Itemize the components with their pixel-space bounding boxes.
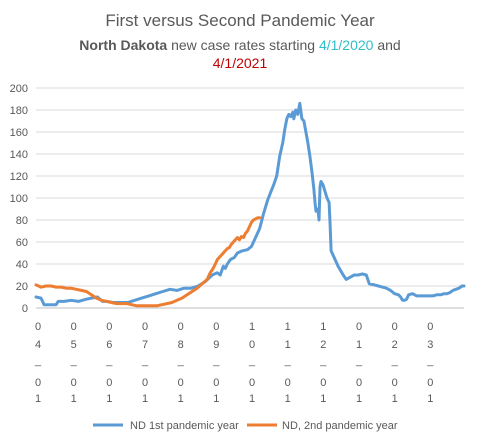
x-tick-label: 0 xyxy=(178,377,184,389)
y-tick-label: 0 xyxy=(22,303,28,315)
legend-label-1: ND 1st pandemic year xyxy=(130,420,239,432)
legend-label-2: ND, 2nd pandemic year xyxy=(282,420,398,432)
x-tick-label: 9 xyxy=(213,339,219,351)
x-tick-label: _ xyxy=(212,355,220,367)
y-tick-label: 140 xyxy=(10,149,28,161)
x-tick-label: 1 xyxy=(106,393,112,405)
x-tick-label: _ xyxy=(284,355,292,367)
axes: 02040608010012014016018020004_0105_0106_… xyxy=(10,83,464,405)
x-tick-label: 1 xyxy=(249,321,255,333)
x-tick-label: _ xyxy=(34,355,42,367)
x-tick-label: 0 xyxy=(356,377,362,389)
x-tick-label: 0 xyxy=(106,377,112,389)
x-tick-label: 6 xyxy=(106,339,112,351)
x-tick-label: _ xyxy=(248,355,256,367)
subtitle-date1: 4/1/2020 xyxy=(319,37,374,53)
x-tick-label: 5 xyxy=(71,339,77,351)
x-tick-label: 0 xyxy=(142,377,148,389)
series-lines xyxy=(34,101,466,308)
x-tick-label: 0 xyxy=(106,321,112,333)
x-tick-label: 1 xyxy=(285,321,291,333)
y-tick-label: 80 xyxy=(16,215,28,227)
y-tick-label: 20 xyxy=(16,281,28,293)
x-tick-label: 0 xyxy=(392,377,398,389)
y-tick-label: 120 xyxy=(10,171,28,183)
x-tick-label: 0 xyxy=(35,377,41,389)
x-tick-label: _ xyxy=(319,355,327,367)
x-tick-label: 0 xyxy=(213,321,219,333)
y-tick-label: 180 xyxy=(10,105,28,117)
x-tick-label: 0 xyxy=(249,377,255,389)
x-tick-label: 0 xyxy=(35,321,41,333)
x-tick-label: _ xyxy=(105,355,113,367)
x-tick-label: 0 xyxy=(178,321,184,333)
x-tick-label: 1 xyxy=(320,321,326,333)
x-tick-label: _ xyxy=(355,355,363,367)
x-tick-label: 0 xyxy=(213,377,219,389)
x-tick-label: 0 xyxy=(320,377,326,389)
gridlines xyxy=(36,87,464,287)
x-tick-label: 1 xyxy=(356,393,362,405)
x-tick-label: _ xyxy=(426,355,434,367)
x-tick-label: _ xyxy=(391,355,399,367)
x-tick-label: 1 xyxy=(392,393,398,405)
y-tick-label: 40 xyxy=(16,259,28,271)
subtitle-state: North Dakota xyxy=(79,37,167,53)
x-tick-label: 2 xyxy=(320,339,326,351)
subtitle-text: new case rates starting xyxy=(167,37,319,53)
subtitle-and: and xyxy=(373,37,400,53)
x-tick-label: 1 xyxy=(249,393,255,405)
x-tick-label: 8 xyxy=(178,339,184,351)
x-tick-label: 0 xyxy=(356,321,362,333)
chart-subtitle: North Dakota new case rates starting 4/1… xyxy=(79,37,400,53)
x-tick-label: 1 xyxy=(285,339,291,351)
x-tick-label: 2 xyxy=(392,339,398,351)
x-tick-label: _ xyxy=(141,355,149,367)
series-line-1 xyxy=(34,101,466,307)
legend: ND 1st pandemic year ND, 2nd pandemic yea… xyxy=(93,420,398,432)
x-tick-label: 7 xyxy=(142,339,148,351)
x-tick-label: 0 xyxy=(142,321,148,333)
x-tick-label: 0 xyxy=(427,321,433,333)
y-tick-label: 60 xyxy=(16,237,28,249)
x-tick-label: 1 xyxy=(320,393,326,405)
x-tick-label: 1 xyxy=(142,393,148,405)
x-tick-label: 1 xyxy=(71,393,77,405)
x-tick-label: 0 xyxy=(427,377,433,389)
x-tick-label: 0 xyxy=(285,377,291,389)
x-tick-label: 0 xyxy=(392,321,398,333)
x-tick-label: 0 xyxy=(71,321,77,333)
x-tick-label: 0 xyxy=(249,339,255,351)
x-tick-label: 4 xyxy=(35,339,41,351)
y-tick-label: 160 xyxy=(10,127,28,139)
x-tick-label: 1 xyxy=(178,393,184,405)
x-tick-label: _ xyxy=(70,355,78,367)
x-tick-label: 1 xyxy=(213,393,219,405)
subtitle-date2: 4/1/2021 xyxy=(213,55,268,71)
x-tick-label: 1 xyxy=(356,339,362,351)
x-tick-label: 0 xyxy=(71,377,77,389)
x-tick-label: 1 xyxy=(285,393,291,405)
x-tick-label: _ xyxy=(177,355,185,367)
x-tick-label: 1 xyxy=(35,393,41,405)
y-tick-label: 200 xyxy=(10,83,28,95)
y-tick-label: 100 xyxy=(10,193,28,205)
x-tick-label: 1 xyxy=(427,393,433,405)
x-tick-label: 3 xyxy=(427,339,433,351)
chart-title: First versus Second Pandemic Year xyxy=(105,11,375,30)
series-line-2 xyxy=(34,216,262,308)
